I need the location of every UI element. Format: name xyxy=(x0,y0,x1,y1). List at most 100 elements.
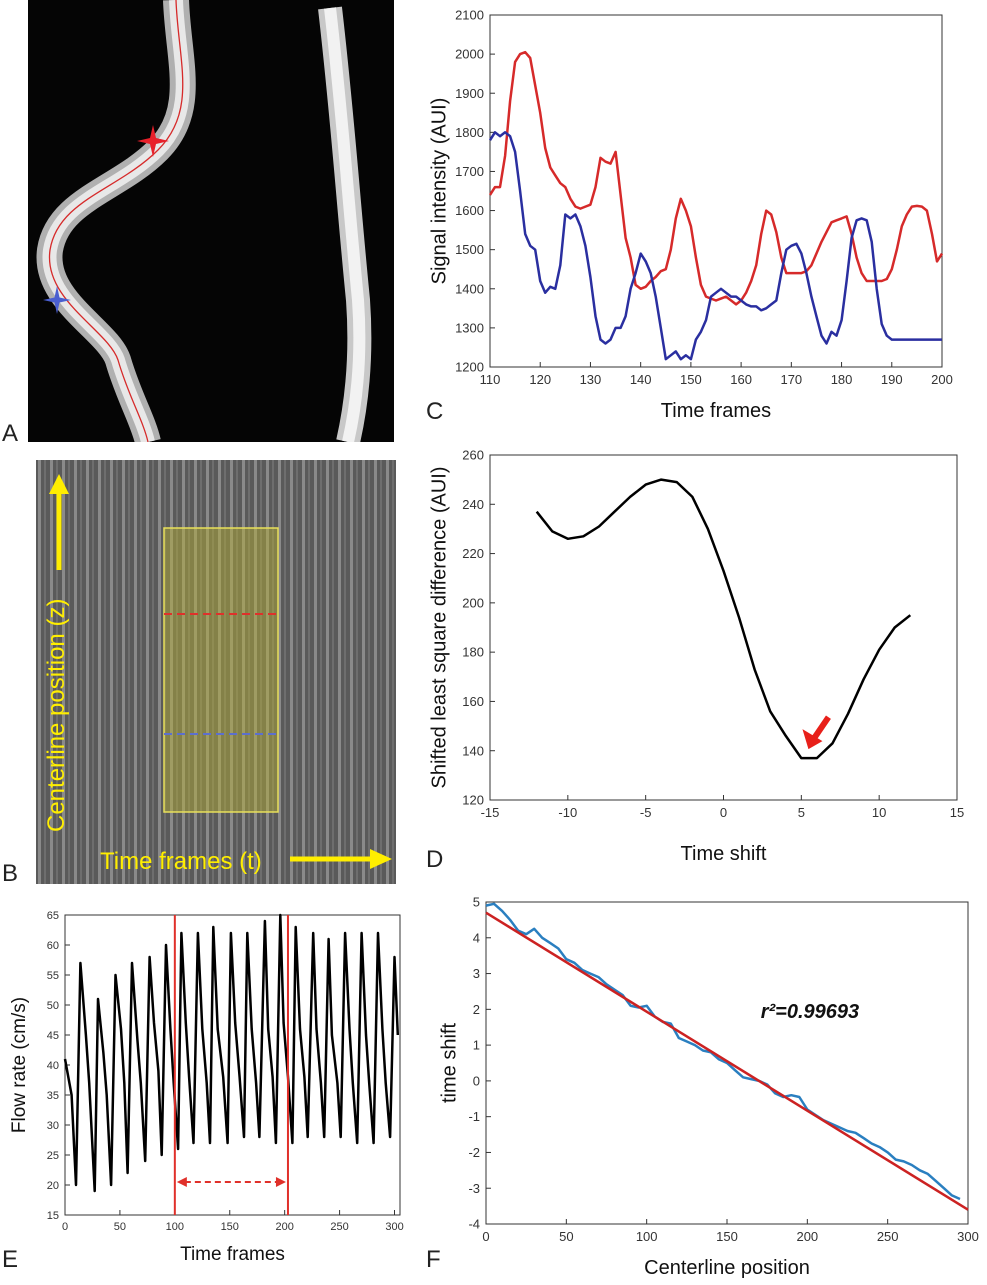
series-line-f-0 xyxy=(485,902,961,1201)
chart-f: 0 50 100 150 200 250 300 -4 -3 -2 -1 0 1 2 3 4 5 Centerli… xyxy=(438,895,979,1279)
panel-b: Centerline position (z) Time frames (t) xyxy=(36,460,396,884)
panel-e: 0 50 100 150 200 250 300 15 20 25 30 35 40 45 50 55 60 65… xyxy=(0,898,410,1273)
r-squared-annotation: r²=0.99693 xyxy=(761,1001,859,1023)
y-tick-label: 2 xyxy=(473,1002,480,1017)
minimum-arrow xyxy=(802,715,831,750)
y-tick-label: 5 xyxy=(473,895,480,910)
x-tick-label: 190 xyxy=(881,372,903,387)
image-background xyxy=(36,460,396,884)
panel-c: 110 120 130 140 150 160 170 180 190 200 1200 1300 14… xyxy=(420,0,975,430)
y-tick-label: 1400 xyxy=(455,281,484,296)
x-axis-label-d: Time shift xyxy=(681,843,767,865)
y-tick-label: 15 xyxy=(47,1210,59,1222)
panel-letter-a: A xyxy=(2,420,19,447)
y-tick-label: 3 xyxy=(473,966,480,981)
y-tick-label: 4 xyxy=(473,930,480,945)
x-tick-label: 50 xyxy=(559,1229,573,1244)
x-tick-label: 170 xyxy=(780,372,802,387)
x-tick-label: 200 xyxy=(275,1221,293,1233)
x-tick-label: 5 xyxy=(798,805,805,820)
centerline-image: Centerline position (z) Time frames (t) xyxy=(36,460,396,884)
x-axis-label-f: Centerline position xyxy=(644,1257,810,1279)
y-tick-label: 120 xyxy=(462,793,484,808)
y-tick-label: 65 xyxy=(47,910,59,922)
time-frames-label: Time frames (t) xyxy=(100,848,262,875)
y-tick-label: 2100 xyxy=(455,8,484,23)
y-tick-label: 1900 xyxy=(455,86,484,101)
chart-e: 0 50 100 150 200 250 300 15 20 25 30 35 40 45 50 55 60 65… xyxy=(9,910,404,1265)
y-axis-label-d: Shifted least square difference (AUI) xyxy=(428,466,450,788)
blue-star-marker xyxy=(43,286,71,314)
x-tick-label: 150 xyxy=(680,372,702,387)
y-tick-label: 220 xyxy=(462,546,484,561)
x-tick-label: 250 xyxy=(877,1229,899,1244)
y-tick-label: 1600 xyxy=(455,203,484,218)
x-tick-label: 300 xyxy=(957,1229,979,1244)
roi-box xyxy=(163,527,279,813)
y-tick-label: 55 xyxy=(47,970,59,982)
y-tick-label: 30 xyxy=(47,1120,59,1132)
x-axis-label-c: Time frames xyxy=(661,400,771,422)
x-tick-label: 120 xyxy=(529,372,551,387)
chart-d: -15 -10 -5 0 5 10 15 120 140 160 180 200 220 240 260 Ti… xyxy=(428,448,964,865)
x-tick-label: 0 xyxy=(62,1221,68,1233)
range-arrowhead-right xyxy=(275,1177,286,1187)
y-tick-label: 1 xyxy=(473,1038,480,1053)
y-tick-label: 25 xyxy=(47,1150,59,1162)
panel-letter-c: C xyxy=(426,398,444,425)
y-tick-label: 2000 xyxy=(455,47,484,62)
x-tick-label: 150 xyxy=(716,1229,738,1244)
y-tick-label: 240 xyxy=(462,497,484,512)
centerline-trace xyxy=(48,0,184,443)
x-tick-label: -5 xyxy=(640,805,652,820)
panel-letter-d: D xyxy=(426,846,444,873)
y-tick-label: 40 xyxy=(47,1060,59,1072)
x-tick-label: 200 xyxy=(796,1229,818,1244)
x-tick-label: 10 xyxy=(872,805,886,820)
x-tick-label: 110 xyxy=(480,372,501,387)
y-tick-label: 200 xyxy=(462,595,484,610)
panel-letter-e: E xyxy=(2,1246,19,1273)
x-axis-label-e: Time frames xyxy=(180,1244,285,1265)
x-tick-label: 150 xyxy=(221,1221,239,1233)
x-tick-label: 100 xyxy=(636,1229,658,1244)
x-tick-label: 15 xyxy=(950,805,964,820)
y-tick-label: -2 xyxy=(468,1145,480,1160)
x-tick-label: 140 xyxy=(630,372,652,387)
y-tick-label: 20 xyxy=(47,1180,59,1192)
x-tick-label: 130 xyxy=(580,372,602,387)
series-line-c-0 xyxy=(488,50,944,306)
centerline-position-label: Centerline position (z) xyxy=(43,599,70,832)
y-axis-label-c: Signal intensity (AUI) xyxy=(428,98,450,285)
y-tick-label: 35 xyxy=(47,1090,59,1102)
x-tick-label: 180 xyxy=(831,372,853,387)
y-tick-label: -1 xyxy=(468,1109,480,1124)
x-tick-label: -15 xyxy=(481,805,500,820)
x-tick-label: 0 xyxy=(482,1229,489,1244)
plot-area-c xyxy=(489,14,943,368)
series-line-e-0 xyxy=(63,913,400,1193)
x-tick-label: 160 xyxy=(730,372,752,387)
y-tick-label: 1200 xyxy=(455,360,484,375)
y-tick-label: 160 xyxy=(462,694,484,709)
y-tick-label: 45 xyxy=(47,1030,59,1042)
y-tick-label: 60 xyxy=(47,940,59,952)
x-tick-label: 300 xyxy=(385,1221,403,1233)
x-axis-arrowhead xyxy=(370,849,392,869)
y-tick-label: 1800 xyxy=(455,125,484,140)
y-tick-label: 1300 xyxy=(455,320,484,335)
y-tick-label: 1500 xyxy=(455,242,484,257)
series-line-c-1 xyxy=(488,131,942,361)
panel-a xyxy=(28,0,394,446)
plot-area-d xyxy=(489,454,958,801)
vessel-image xyxy=(28,0,394,446)
y-tick-label: -3 xyxy=(468,1181,480,1196)
y-tick-label: 180 xyxy=(462,645,484,660)
x-tick-label: -10 xyxy=(558,805,577,820)
x-tick-label: 200 xyxy=(931,372,953,387)
y-axis-label-e: Flow rate (cm/s) xyxy=(9,997,30,1133)
panel-d: -15 -10 -5 0 5 10 15 120 140 160 180 200 220 240 260 Ti… xyxy=(420,440,975,875)
red-star-marker xyxy=(137,125,169,157)
panel-letter-b: B xyxy=(2,860,19,887)
y-tick-label: 0 xyxy=(473,1073,480,1088)
